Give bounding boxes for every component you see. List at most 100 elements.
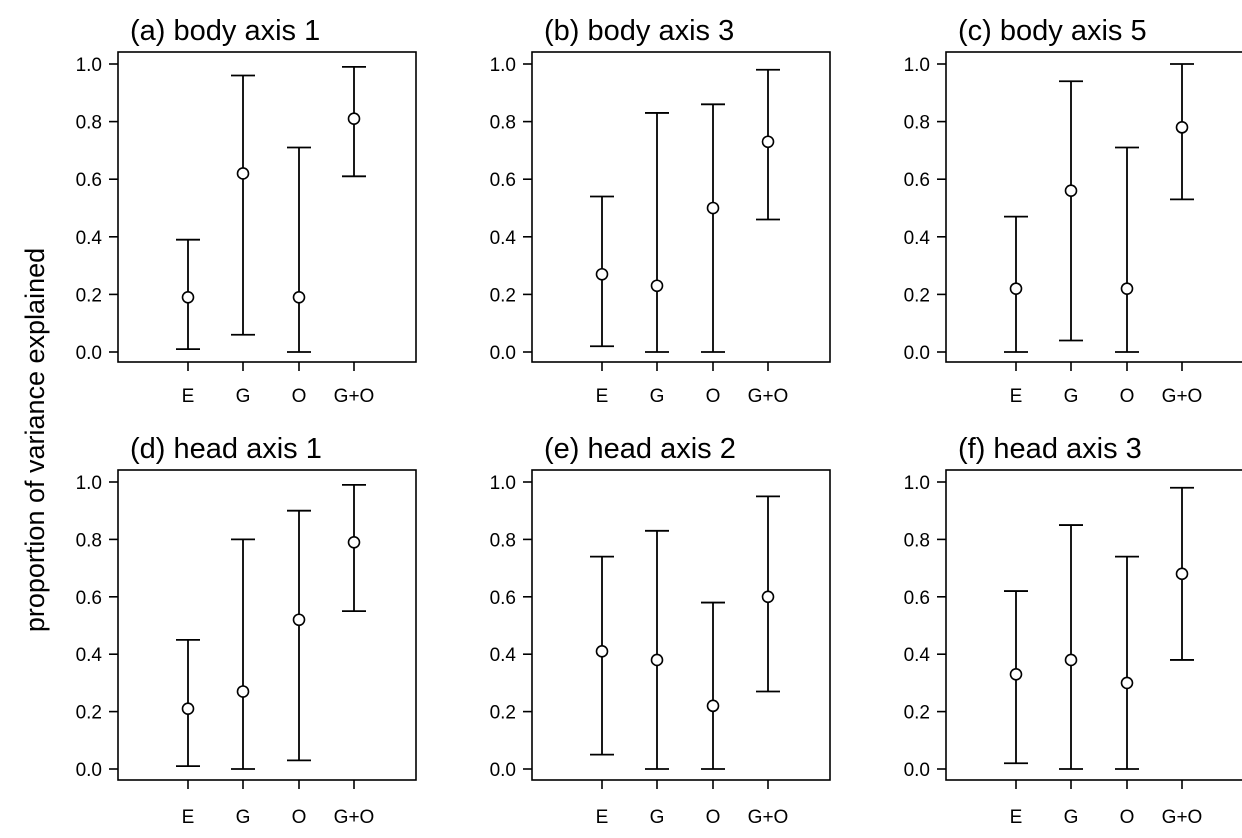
y-tick-label: 1.0 [490, 55, 516, 76]
y-tick-label: 0.8 [490, 113, 516, 134]
estimate-point [650, 653, 664, 667]
y-tick-label: 0.4 [76, 228, 103, 249]
y-axis-label: proportion of variance explained [20, 248, 50, 632]
panel-title: (d) head axis 1 [130, 433, 322, 465]
y-tick-label: 0.6 [904, 588, 930, 609]
y-tick-label: 1.0 [904, 473, 930, 494]
panel-title: (b) body axis 3 [544, 15, 734, 47]
x-category-label: G [650, 807, 665, 828]
y-tick-label: 0.8 [76, 113, 102, 134]
panel-f: (f) head axis 3 0.0 0.2 0.4 0.6 0.8 1.0 E G O G+O [904, 433, 1242, 828]
estimate-point [1064, 653, 1078, 667]
x-category-label: G [236, 386, 251, 407]
estimate-point [1009, 282, 1023, 295]
x-category-label: O [1120, 807, 1135, 828]
x-category-label: E [1010, 386, 1023, 407]
x-category-label: G+O [748, 386, 789, 407]
y-tick-label: 0.0 [490, 760, 516, 781]
x-category-label: E [182, 386, 195, 407]
estimate-point [706, 699, 720, 713]
x-category-label: E [182, 807, 195, 828]
y-tick-label: 0.8 [76, 530, 102, 551]
estimate-point [292, 613, 306, 627]
y-tick-label: 0.0 [490, 343, 516, 364]
x-category-label: G+O [1162, 386, 1203, 407]
x-category-label: G+O [334, 807, 375, 828]
estimate-point [595, 645, 609, 658]
y-tick-label: 0.8 [904, 530, 930, 551]
estimate-point [761, 590, 775, 604]
estimate-point [292, 290, 306, 304]
y-tick-label: 1.0 [904, 55, 930, 76]
estimate-point [650, 279, 664, 293]
estimate-point [1175, 567, 1189, 581]
y-tick-label: 0.0 [76, 760, 102, 781]
y-tick-label: 0.4 [904, 645, 931, 666]
y-tick-label: 0.2 [76, 285, 102, 306]
panel-c: (c) body axis 5 0.0 0.2 0.4 0.6 0.8 1.0 E G O G+O [904, 15, 1242, 407]
y-tick-label: 0.4 [76, 645, 103, 666]
x-category-label: O [706, 386, 721, 407]
x-category-label: O [706, 807, 721, 828]
estimate-point [761, 135, 775, 149]
estimate-point [1120, 676, 1134, 690]
panel-e: (e) head axis 2 0.0 0.2 0.4 0.6 0.8 1.0 E G O G+O [490, 433, 831, 828]
x-category-label: E [1010, 807, 1023, 828]
estimate-point [236, 167, 250, 180]
estimate-point [236, 685, 250, 698]
plot-frame [117, 469, 417, 781]
y-tick-label: 1.0 [76, 55, 102, 76]
x-category-label: G [650, 386, 665, 407]
panel-b: (b) body axis 3 0.0 0.2 0.4 0.6 0.8 1.0 E G O G+O [490, 15, 831, 407]
x-category-label: G [1064, 386, 1079, 407]
estimate-point [347, 112, 361, 126]
y-tick-label: 0.0 [904, 343, 930, 364]
x-category-label: G+O [1162, 807, 1203, 828]
estimate-point [181, 702, 195, 716]
y-tick-label: 0.8 [490, 530, 516, 551]
y-tick-label: 0.4 [490, 228, 517, 249]
plot-frame [945, 469, 1242, 781]
estimate-point [595, 267, 609, 281]
y-tick-label: 0.2 [490, 285, 516, 306]
y-tick-label: 0.8 [904, 113, 930, 134]
y-tick-label: 0.6 [490, 170, 516, 191]
x-category-label: G [1064, 807, 1079, 828]
x-category-label: O [292, 386, 307, 407]
x-category-label: E [596, 807, 609, 828]
panel-title: (c) body axis 5 [958, 15, 1147, 47]
y-tick-label: 1.0 [76, 473, 102, 494]
panel-title: (f) head axis 3 [958, 433, 1142, 465]
y-tick-label: 0.2 [76, 703, 102, 724]
x-category-label: E [596, 386, 609, 407]
y-tick-label: 0.4 [490, 645, 517, 666]
panel-a: (a) body axis 1 0.0 0.2 0.4 0.6 0.8 1.0 E G O G+O [76, 15, 417, 407]
y-tick-label: 1.0 [490, 473, 516, 494]
y-tick-label: 0.6 [490, 588, 516, 609]
y-tick-label: 0.6 [76, 588, 102, 609]
y-tick-label: 0.2 [904, 703, 930, 724]
estimate-point [1175, 121, 1189, 134]
panel-title: (e) head axis 2 [544, 433, 736, 465]
estimate-point [706, 201, 720, 215]
x-category-label: O [292, 807, 307, 828]
plot-frame [531, 51, 831, 363]
y-tick-label: 0.4 [904, 228, 931, 249]
estimate-point [1120, 282, 1134, 295]
y-tick-label: 0.6 [904, 170, 930, 191]
plot-frame [117, 51, 417, 363]
estimate-point [347, 535, 361, 549]
x-category-label: G+O [748, 807, 789, 828]
plot-frame [531, 469, 831, 781]
y-tick-label: 0.6 [76, 170, 102, 191]
panel-title: (a) body axis 1 [130, 15, 320, 47]
x-category-label: G [236, 807, 251, 828]
y-tick-label: 0.0 [904, 760, 930, 781]
y-tick-label: 0.2 [490, 703, 516, 724]
plot-frame [945, 51, 1242, 363]
x-category-label: G+O [334, 386, 375, 407]
estimate-point [181, 290, 195, 304]
x-category-label: O [1120, 386, 1135, 407]
